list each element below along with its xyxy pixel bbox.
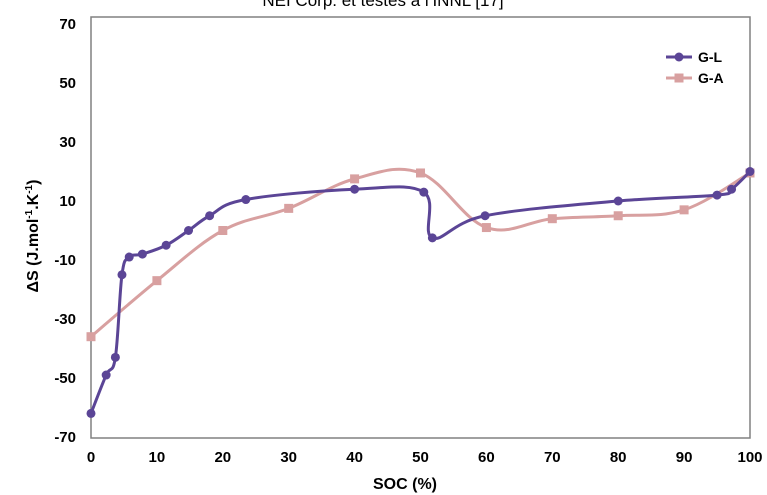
data-point: [350, 174, 360, 184]
data-point: [547, 214, 557, 224]
data-point: [679, 205, 689, 215]
data-point: [727, 184, 737, 194]
data-point: [161, 240, 171, 250]
y-tick-label: 50: [59, 75, 76, 92]
y-tick-label: -70: [54, 429, 76, 446]
legend-item: G-A: [666, 70, 724, 86]
x-tick-label: 20: [214, 449, 231, 466]
y-tick-label: 10: [59, 193, 76, 210]
data-point: [184, 226, 194, 235]
y-axis-label: ΔS (J.mol-1.K-1): [24, 180, 42, 293]
y-tick-label: 30: [59, 134, 76, 151]
data-point: [419, 187, 429, 197]
data-point: [205, 211, 215, 221]
data-point: [218, 226, 228, 235]
x-tick-label: 40: [346, 449, 363, 466]
y-tick-label: 70: [59, 16, 76, 33]
y-tick-label: -10: [54, 252, 76, 269]
plot-frame: [90, 16, 751, 439]
data-point: [427, 233, 437, 243]
data-point: [481, 223, 491, 233]
series-layer: [86, 167, 755, 418]
x-tick-label: 100: [737, 449, 762, 466]
x-tick-label: 30: [280, 449, 297, 466]
legend-label: G-A: [698, 70, 724, 86]
data-point: [613, 211, 623, 221]
data-point: [480, 211, 490, 221]
x-tick-label: 0: [87, 449, 95, 466]
y-tick-labels: 70 50 30 10 -10 -30 -50 -70: [54, 16, 76, 446]
y-tick-label: -30: [54, 311, 76, 328]
legend-marker: [674, 52, 684, 62]
x-tick-label: 50: [412, 449, 429, 466]
x-tick-label: 70: [544, 449, 561, 466]
data-point: [86, 408, 96, 418]
x-axis-label: SOC (%): [373, 476, 437, 493]
data-point: [284, 203, 294, 213]
data-point: [152, 276, 162, 286]
data-point: [110, 352, 120, 362]
legend-item: G-L: [666, 49, 723, 65]
data-point: [745, 167, 755, 176]
legend-label: G-L: [698, 49, 723, 65]
data-point: [86, 332, 96, 342]
x-tick-label: 90: [676, 449, 693, 466]
y-tick-label: -50: [54, 370, 76, 387]
data-point: [117, 270, 127, 280]
data-point: [613, 196, 623, 206]
x-tick-label: 10: [149, 449, 166, 466]
data-point: [712, 190, 722, 200]
data-point: [350, 184, 360, 194]
legend-marker: [674, 73, 684, 83]
x-tick-label: 60: [478, 449, 495, 466]
x-tick-label: 80: [610, 449, 627, 466]
legend: G-L G-A: [666, 49, 724, 86]
data-point: [241, 195, 251, 205]
data-point: [124, 252, 134, 262]
header-text: NEI Corp. et testés à l’INNL [17]: [262, 0, 503, 10]
data-point: [137, 249, 147, 259]
data-point: [416, 168, 425, 178]
data-point: [101, 370, 111, 380]
series-g-l: [86, 167, 755, 418]
x-tick-labels: 0 10 20 30 40 50 60 70 80 90 100: [87, 449, 763, 466]
